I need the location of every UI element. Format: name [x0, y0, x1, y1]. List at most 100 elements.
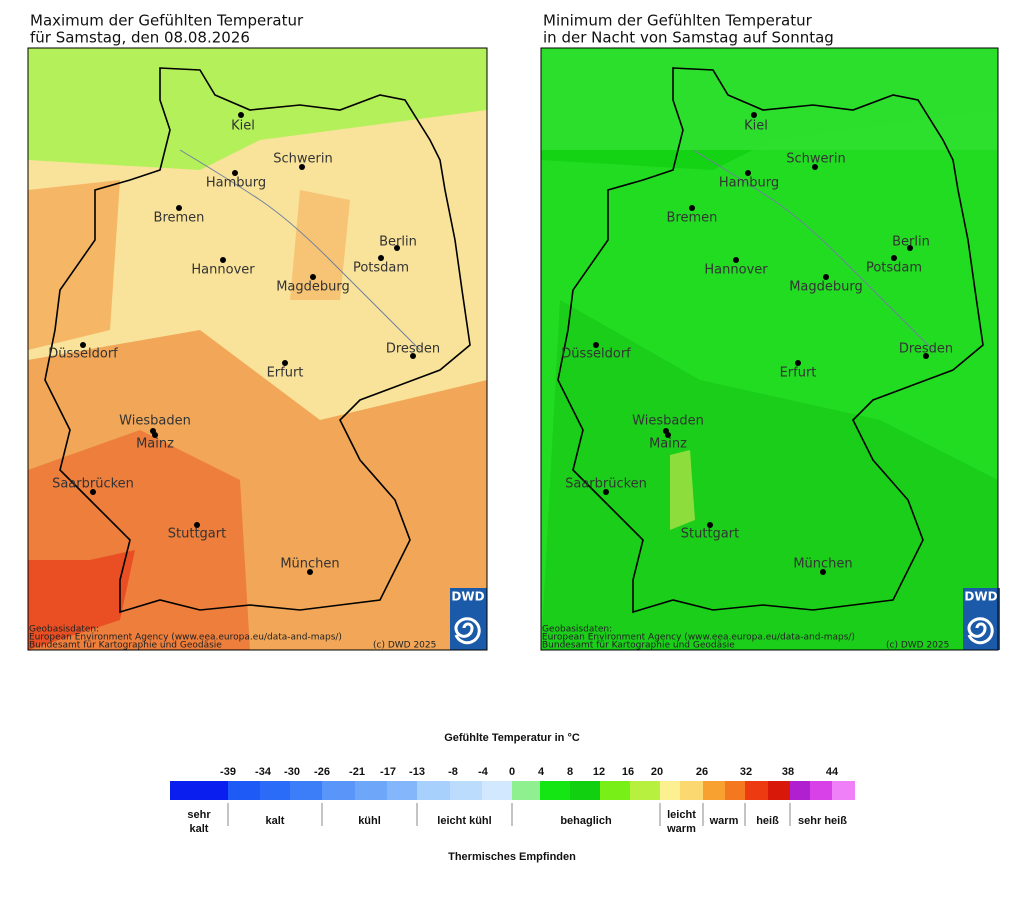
city-label: München — [280, 557, 339, 572]
city-label: Magdeburg — [789, 280, 863, 295]
legend-tick-label: -34 — [255, 766, 272, 778]
legend-swatch — [745, 781, 768, 800]
city-dot — [220, 257, 226, 263]
legend-swatch — [768, 781, 790, 800]
temperature-area — [670, 450, 695, 530]
river — [692, 149, 934, 351]
city-dot — [923, 353, 929, 359]
attribution: Geobasisdaten: — [542, 625, 612, 635]
city-label: Schwerin — [786, 152, 845, 167]
legend-tick-label: 8 — [567, 766, 573, 778]
copyright: (c) DWD 2025 — [886, 641, 949, 651]
city-label: Düsseldorf — [48, 347, 118, 362]
map-frame — [540, 47, 999, 651]
city-label: Berlin — [892, 235, 930, 250]
legend-swatch — [450, 781, 482, 800]
legend-swatch — [482, 781, 512, 800]
city-label: Saarbrücken — [52, 477, 134, 492]
logo-swirl — [454, 617, 481, 645]
legend-tick-label: -39 — [220, 766, 236, 778]
legend-tick-label: 38 — [782, 766, 794, 778]
temperature-area — [541, 300, 998, 650]
city-label: Magdeburg — [276, 280, 350, 295]
city-label: Hamburg — [206, 176, 266, 191]
city-label: Potsdam — [353, 261, 409, 276]
city-label: Hannover — [191, 263, 255, 278]
city-label: Dresden — [386, 342, 440, 357]
legend-swatch — [417, 781, 450, 800]
map — [28, 48, 487, 650]
city-label: Stuttgart — [168, 527, 226, 542]
legend-category: behaglich — [560, 815, 612, 827]
legend-swatch — [725, 781, 745, 800]
city-dot — [891, 255, 897, 261]
logo-text: DWD — [451, 590, 484, 604]
legend-tick-label: 12 — [593, 766, 605, 778]
legend-category: leicht warm — [667, 809, 696, 835]
legend-tick-label: 44 — [826, 766, 839, 778]
legend-tick-label: -30 — [284, 766, 300, 778]
legend-swatch — [228, 781, 260, 800]
legend-tick-label: 32 — [740, 766, 752, 778]
legend-swatch — [790, 781, 810, 800]
city-label: Schwerin — [273, 152, 332, 167]
legend-swatch — [570, 781, 600, 800]
city-dot — [238, 112, 244, 118]
legend-swatch — [170, 781, 228, 800]
legend-tick-label: -17 — [380, 766, 396, 778]
map-title: Minimum der Gefühlten Temperatur — [543, 12, 813, 30]
attribution: Bundesamt für Kartographie und Geodäsie — [29, 641, 222, 651]
map-title: in der Nacht von Samstag auf Sonntag — [543, 29, 834, 47]
legend-swatch — [322, 781, 355, 800]
river — [179, 149, 421, 351]
city-dot — [152, 432, 158, 438]
city-label: Erfurt — [780, 366, 817, 381]
attribution: Bundesamt für Kartographie und Geodäsie — [542, 641, 735, 651]
city-label: Kiel — [744, 119, 768, 134]
legend-tick-label: -21 — [349, 766, 365, 778]
legend-swatch — [600, 781, 630, 800]
attribution: European Environment Agency (www.eea.eur… — [29, 633, 342, 643]
city-label: Stuttgart — [681, 527, 739, 542]
legend-tick-label: 16 — [622, 766, 634, 778]
city-dot — [307, 569, 313, 575]
legend-swatch — [660, 781, 680, 800]
city-dot — [410, 353, 416, 359]
city-dot — [593, 342, 599, 348]
logo-text: DWD — [964, 590, 997, 604]
city-label: Erfurt — [267, 366, 304, 381]
city-dot — [603, 489, 609, 495]
city-label: Düsseldorf — [561, 347, 631, 362]
city-dot — [795, 360, 801, 366]
legend-category: sehr heiß — [798, 815, 847, 827]
city-label: Potsdam — [866, 261, 922, 276]
legend-tick-label: 26 — [696, 766, 708, 778]
city-dot — [80, 342, 86, 348]
legend-swatch — [355, 781, 387, 800]
legend-swatch — [290, 781, 322, 800]
country-border — [44, 67, 471, 614]
city-label: Kiel — [231, 119, 255, 134]
legend-category: leicht kühl — [437, 815, 492, 827]
legend-category: sehr kalt — [187, 809, 211, 835]
legend-tick-label: -26 — [314, 766, 330, 778]
legend-swatch — [260, 781, 290, 800]
city-label: München — [793, 557, 852, 572]
city-dot — [820, 569, 826, 575]
map — [541, 48, 998, 650]
city-dot — [394, 245, 400, 251]
city-label: Wiesbaden — [632, 414, 704, 429]
city-label: Bremen — [154, 211, 205, 226]
legend-category: kalt — [265, 815, 285, 827]
city-dot — [689, 205, 695, 211]
temperature-area — [28, 550, 135, 650]
city-dot — [707, 522, 713, 528]
legend-tick-label: 0 — [509, 766, 515, 778]
city-label: Bremen — [667, 211, 718, 226]
city-label: Wiesbaden — [119, 414, 191, 429]
legend-category: warm — [709, 815, 739, 827]
city-label: Mainz — [136, 437, 174, 452]
city-dot — [812, 164, 818, 170]
city-dot — [194, 522, 200, 528]
attribution: European Environment Agency (www.eea.eur… — [542, 633, 855, 643]
